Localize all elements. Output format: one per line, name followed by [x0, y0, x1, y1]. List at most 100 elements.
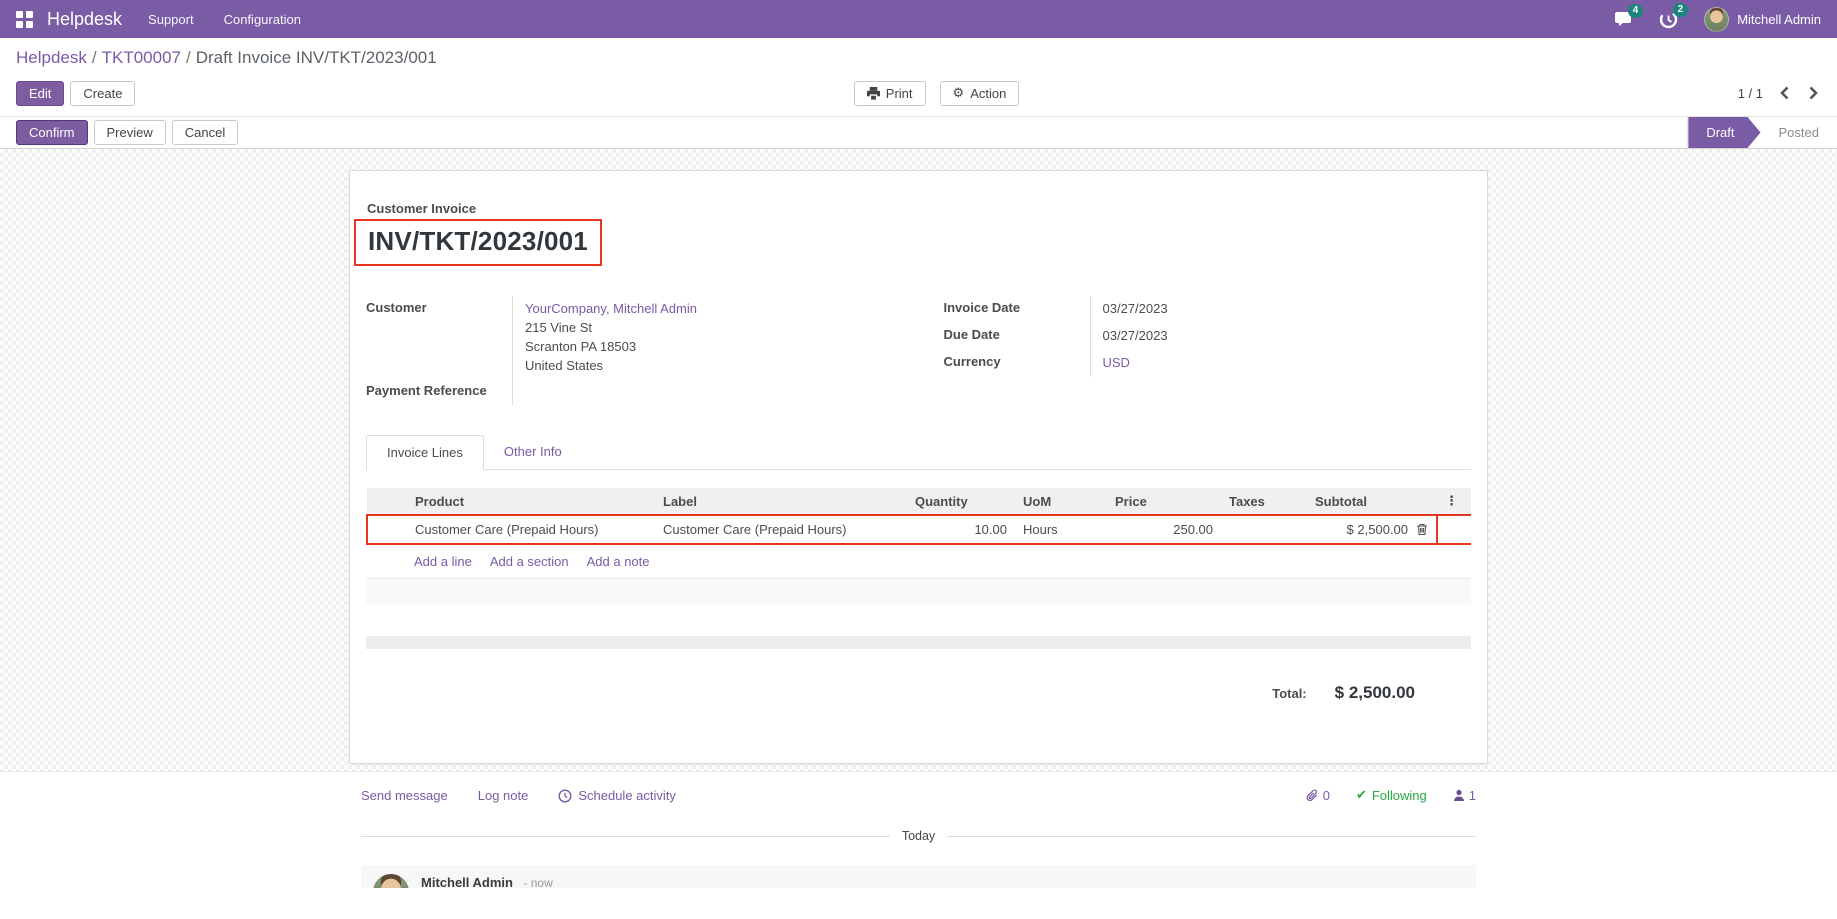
due-date-value[interactable]: 03/27/2023: [1089, 322, 1472, 350]
form-view-background: Customer Invoice INV/TKT/2023/001 Custom…: [0, 149, 1837, 888]
app-name[interactable]: Helpdesk: [47, 8, 123, 29]
empty-lines-area: [366, 578, 1471, 605]
clock-icon: [1659, 10, 1678, 28]
col-taxes[interactable]: Taxes: [1221, 488, 1307, 516]
col-label[interactable]: Label: [655, 488, 907, 516]
user-menu[interactable]: Mitchell Admin: [1704, 6, 1821, 32]
col-quantity[interactable]: Quantity: [907, 488, 1015, 516]
table-header-row: Product Label Quantity UoM Price Taxes S…: [367, 488, 1471, 516]
table-footer-links: Add a line Add a section Add a note: [366, 545, 1471, 578]
col-price[interactable]: Price: [1107, 488, 1221, 516]
trash-icon[interactable]: [1416, 523, 1428, 536]
top-navbar: Helpdesk Support Configuration 4 2 Mitch…: [0, 0, 1837, 38]
create-button[interactable]: Create: [70, 80, 136, 106]
status-widget: Draft Posted: [1687, 117, 1837, 148]
printer-icon: [866, 86, 880, 100]
cell-label[interactable]: Customer Care (Prepaid Hours): [655, 514, 907, 546]
menu-configuration[interactable]: Configuration: [223, 11, 301, 27]
breadcrumb-current: Draft Invoice INV/TKT/2023/001: [195, 48, 437, 67]
chatter-message: Mitchell Admin - now Invoice Created: [361, 865, 1476, 888]
customer-link[interactable]: YourCompany, Mitchell Admin: [525, 301, 697, 316]
messages-badge: 4: [1627, 3, 1644, 18]
chatter: Send message Log note Schedule activity …: [0, 772, 1837, 888]
invoice-lines-table: Product Label Quantity UoM Price Taxes S…: [366, 488, 1471, 546]
speech-bubble-icon: [1615, 11, 1632, 26]
pager-counter: 1 / 1: [1737, 85, 1763, 101]
cell-price[interactable]: 250.00: [1107, 514, 1221, 546]
activities-icon[interactable]: 2: [1659, 2, 1689, 29]
optional-columns-icon[interactable]: ⋮: [1437, 488, 1471, 516]
message-author-avatar: [373, 874, 409, 888]
add-a-note-link[interactable]: Add a note: [586, 554, 650, 570]
pager-next-button[interactable]: [1806, 84, 1821, 102]
col-uom[interactable]: UoM: [1015, 488, 1107, 516]
right-field-column: Invoice Date 03/27/2023 Due Date 03/27/2…: [944, 296, 1472, 405]
currency-label: Currency: [943, 353, 1001, 369]
attachments-button[interactable]: 0: [1306, 788, 1330, 803]
breadcrumb-helpdesk[interactable]: Helpdesk: [16, 48, 87, 67]
clock-icon: [558, 788, 572, 803]
total-value: $ 2,500.00: [1334, 683, 1415, 703]
send-message-button[interactable]: Send message: [361, 788, 448, 803]
check-icon: ✔: [1355, 788, 1367, 803]
customer-value: YourCompany, Mitchell Admin 215 Vine St …: [512, 296, 894, 380]
invoice-number-highlight: INV/TKT/2023/001: [354, 219, 602, 266]
chevron-right-icon: [1809, 86, 1818, 100]
invoice-date-label: Invoice Date: [943, 300, 1021, 315]
menu-support[interactable]: Support: [148, 11, 194, 27]
chevron-left-icon: [1780, 86, 1789, 100]
address-line: Scranton PA 18503: [525, 338, 637, 354]
total-label: Total:: [1272, 686, 1307, 702]
user-avatar: [1704, 6, 1730, 32]
messages-icon[interactable]: 4: [1613, 3, 1644, 28]
followers-count: 1: [1468, 788, 1476, 803]
invoice-line-row[interactable]: Customer Care (Prepaid Hours) Customer C…: [366, 514, 1471, 546]
left-field-column: Customer YourCompany, Mitchell Admin 215…: [366, 296, 894, 406]
payment-reference-value[interactable]: [512, 379, 894, 406]
cancel-button[interactable]: Cancel: [171, 120, 239, 145]
cell-uom[interactable]: Hours: [1015, 514, 1107, 546]
breadcrumb-ticket[interactable]: TKT00007: [101, 48, 181, 67]
preview-button[interactable]: Preview: [93, 120, 166, 145]
schedule-activity-button[interactable]: Schedule activity: [558, 788, 676, 803]
apps-grid-icon[interactable]: [16, 10, 33, 28]
message-author[interactable]: Mitchell Admin: [421, 875, 513, 888]
add-a-section-link[interactable]: Add a section: [489, 554, 569, 570]
action-button[interactable]: ⚙ Action: [939, 80, 1020, 106]
tab-other-info[interactable]: Other Info: [503, 444, 562, 460]
due-date-label: Due Date: [943, 326, 1000, 342]
log-note-button[interactable]: Log note: [477, 788, 529, 803]
pager-prev-button[interactable]: [1777, 84, 1792, 102]
cell-quantity[interactable]: 10.00: [907, 514, 1015, 546]
user-name: Mitchell Admin: [1737, 11, 1821, 27]
confirm-button[interactable]: Confirm: [16, 120, 88, 145]
invoice-date-value[interactable]: 03/27/2023: [1089, 296, 1472, 323]
status-posted[interactable]: Posted: [1778, 125, 1819, 140]
customer-label: Customer: [366, 300, 427, 315]
edit-button[interactable]: Edit: [16, 80, 65, 106]
totals-section: Total: $ 2,500.00: [366, 683, 1415, 703]
col-subtotal[interactable]: Subtotal: [1307, 488, 1437, 516]
tab-invoice-lines[interactable]: Invoice Lines: [366, 435, 484, 471]
invoice-sheet: Customer Invoice INV/TKT/2023/001 Custom…: [349, 170, 1488, 764]
gear-icon: ⚙: [952, 85, 965, 101]
col-product[interactable]: Product: [407, 488, 655, 516]
cell-product[interactable]: Customer Care (Prepaid Hours): [407, 514, 655, 546]
cell-taxes[interactable]: [1221, 514, 1307, 546]
breadcrumb: Helpdesk / TKT00007/Draft Invoice INV/TKT/…: [16, 48, 437, 67]
print-button[interactable]: Print: [853, 80, 926, 106]
date-divider: Today: [361, 829, 1476, 843]
statusbar: Confirm Preview Cancel Draft Posted: [0, 116, 1837, 149]
status-draft[interactable]: Draft: [1688, 117, 1760, 148]
invoice-number: INV/TKT/2023/001: [368, 226, 588, 256]
followers-button[interactable]: 1: [1453, 788, 1476, 803]
narration-field-placeholder[interactable]: [366, 636, 1471, 650]
currency-link[interactable]: USD: [1102, 354, 1130, 370]
document-type-label: Customer Invoice: [367, 201, 477, 216]
person-icon: [1453, 789, 1464, 801]
currency-value: USD: [1089, 349, 1472, 377]
add-a-line-link[interactable]: Add a line: [414, 554, 472, 570]
activities-badge: 2: [1672, 2, 1689, 17]
notebook-tabs: Invoice Lines Other Info: [366, 435, 1471, 471]
following-button[interactable]: ✔ Following: [1355, 788, 1427, 803]
